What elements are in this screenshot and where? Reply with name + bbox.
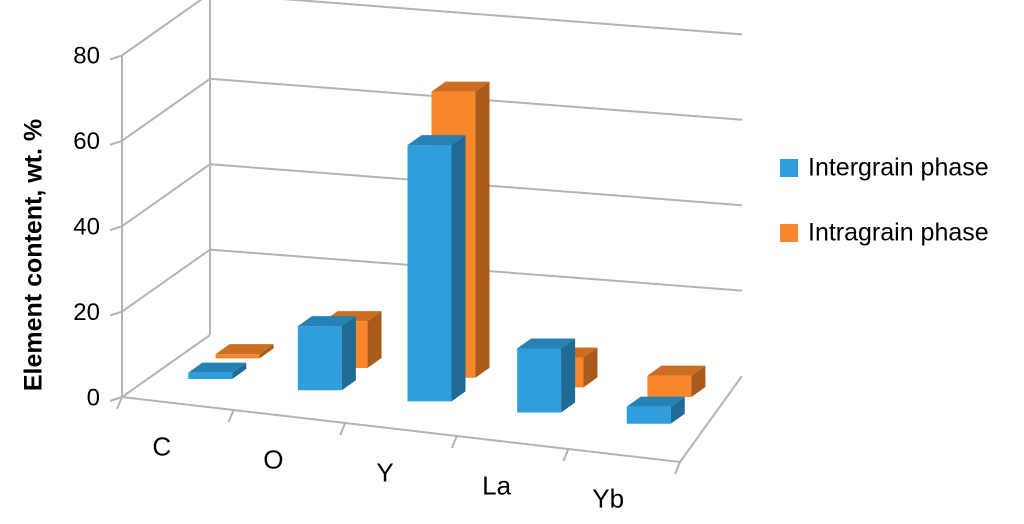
bar-intergrain-phase — [297, 316, 356, 391]
y-tick-label: 20 — [73, 299, 100, 326]
gridline — [121, 163, 743, 228]
bar-intergrain-phase — [626, 396, 685, 424]
bars-layer — [188, 81, 706, 424]
bar-intergrain-phase — [517, 338, 576, 413]
y-axis-label: Element content, wt. % — [20, 119, 48, 391]
legend-label: Intergrain phase — [808, 154, 989, 182]
y-tick-label: 40 — [73, 214, 100, 241]
bar-side-face — [691, 365, 706, 397]
chart-floor — [119, 334, 743, 464]
bar-top-face — [431, 81, 490, 92]
bar-intergrain-phase — [188, 362, 247, 380]
bar-side-face — [367, 311, 382, 369]
category-label: Yb — [592, 484, 624, 514]
bar-front-face — [188, 372, 233, 380]
x-tick-mark — [227, 409, 235, 423]
legend-swatch — [780, 159, 798, 177]
bar-front-face — [647, 375, 692, 397]
bar-front-face — [215, 354, 260, 359]
x-tick-mark — [562, 448, 570, 462]
bar-top-face — [188, 362, 247, 373]
y-tick-mark — [109, 225, 123, 232]
x-tick-mark — [450, 435, 458, 449]
bar-top-face — [517, 338, 576, 349]
bar-side-face — [475, 81, 490, 378]
bar-top-face — [626, 396, 685, 407]
bar-side-face — [341, 316, 356, 391]
bar-intragrain-phase — [647, 365, 706, 397]
bar-intergrain-phase — [407, 135, 466, 402]
category-label: O — [263, 445, 283, 475]
y-tick-label: 0 — [87, 384, 100, 411]
legend-swatch — [780, 224, 798, 242]
bar-side-face — [670, 396, 685, 424]
gridline — [121, 0, 743, 57]
bar-top-face — [297, 316, 356, 327]
x-tick-mark — [339, 422, 347, 436]
gridline — [121, 248, 743, 313]
bar-side-face — [561, 338, 576, 413]
category-label: La — [482, 471, 511, 501]
category-labels: C O Y La Yb — [152, 432, 624, 514]
bar-top-face — [407, 135, 466, 146]
bar-front-face — [407, 145, 452, 402]
gridline — [121, 77, 743, 142]
y-tick-mark — [109, 54, 123, 61]
bar-front-face — [517, 348, 562, 413]
bar-side-face — [451, 135, 466, 402]
bar-side-face — [259, 344, 274, 359]
bar-top-face — [647, 365, 706, 376]
y-tick-label: 60 — [73, 128, 100, 155]
bar-front-face — [626, 406, 671, 424]
bar-intragrain-phase — [215, 344, 274, 359]
x-tick-mark — [116, 396, 123, 410]
y-tick-mark — [109, 396, 123, 402]
bar-top-face — [215, 344, 274, 355]
y-tick-mark — [109, 310, 123, 317]
x-tick-mark — [674, 461, 681, 475]
chart-walls — [109, 0, 743, 475]
legend: Intergrain phase Intragrain phase — [780, 154, 989, 247]
bar-front-face — [297, 326, 342, 391]
bar-side-face — [232, 362, 247, 380]
y-tick-mark — [109, 139, 123, 146]
legend-label: Intragrain phase — [808, 219, 989, 247]
category-label: C — [152, 432, 171, 462]
bar-side-face — [583, 347, 598, 388]
y-tick-labels: 0 20 40 60 80 — [73, 43, 100, 412]
category-label: Y — [376, 458, 393, 488]
y-tick-label: 80 — [73, 43, 100, 70]
